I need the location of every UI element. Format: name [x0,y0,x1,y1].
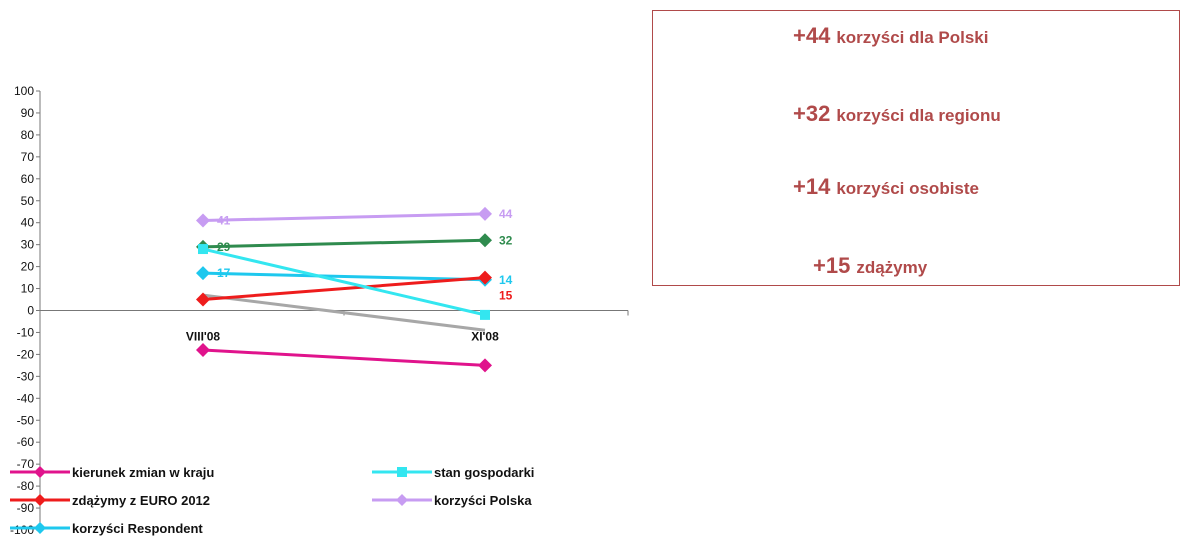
y-tick-label: -70 [17,457,35,471]
y-tick-label: -80 [17,479,35,493]
data-label: 44 [499,207,513,221]
legend-item: korzyści Polska [372,493,532,508]
data-point [196,266,210,281]
series-line [202,247,486,317]
y-tick-label: 90 [21,106,35,120]
legend-marker [396,494,408,506]
y-tick-label: -30 [17,369,35,383]
y-tick-label: 20 [21,260,35,274]
data-point [478,358,492,373]
y-tick-label: 10 [21,282,35,296]
y-axis: 1009080706050403020100-10-20-30-40-50-60… [10,84,41,537]
y-tick-label: 100 [14,84,34,98]
legend-label: korzyści Respondent [72,521,203,536]
line-chart: 1009080706050403020100-10-20-30-40-50-60… [10,84,629,537]
summary-item-region: +32 korzyści dla regionu [793,101,1001,127]
data-label: 29 [217,240,231,254]
series-line [202,271,486,282]
series-line [202,348,486,367]
data-point [196,292,210,307]
summary-value: +32 [793,101,831,126]
summary-text: korzyści dla Polski [836,28,989,47]
y-tick-label: -10 [17,325,35,339]
series-line [202,238,486,249]
legend-label: korzyści Polska [434,493,532,508]
x-category-label: VIII'08 [186,330,221,344]
summary-item-poland: +44 korzyści dla Polski [793,23,988,49]
data-point [198,244,208,255]
series-layer: 29 32 41 44 17 14 15 [196,206,513,373]
y-tick-label: 80 [21,128,35,142]
series-line [202,276,486,302]
data-point [478,233,492,248]
legend-marker [34,522,46,534]
data-point [196,213,210,228]
data-point [478,206,492,221]
data-point [478,270,492,285]
y-tick-label: -50 [17,413,35,427]
legend-marker [34,494,46,506]
legend-label: zdążymy z EURO 2012 [72,493,210,508]
series-line [202,293,486,332]
legend-label: stan gospodarki [434,465,534,480]
legend: kierunek zmian w kraju stan gospodarki zdą… [10,465,534,536]
x-category-label: XI'08 [471,330,499,344]
series-line [202,212,486,223]
data-label: 41 [217,214,231,228]
y-tick-label: 40 [21,216,35,230]
summary-text: korzyści osobiste [836,179,979,198]
y-tick-label: -90 [17,501,35,515]
x-axis: VIII'08 XI'08 [39,310,629,344]
summary-text: korzyści dla regionu [836,106,1001,125]
summary-box: +44 korzyści dla Polski +32 korzyści dla r… [652,10,1180,286]
y-tick-label: 60 [21,172,35,186]
legend-marker [397,467,407,477]
y-tick-label: 50 [21,194,35,208]
summary-item-on-time: +15 zdążymy [813,253,927,279]
legend-marker [34,466,46,478]
legend-item: stan gospodarki [372,465,534,480]
summary-value: +15 [813,253,851,278]
data-point [196,343,210,358]
legend-label: kierunek zmian w kraju [72,465,214,480]
data-label: 32 [499,233,513,247]
data-label: 14 [499,273,513,287]
y-tick-label: 0 [27,304,34,318]
summary-value: +44 [793,23,831,48]
data-label: 17 [217,266,231,280]
data-label: 15 [499,289,513,303]
summary-value: +14 [793,174,831,199]
y-tick-label: 30 [21,238,35,252]
y-tick-label: -20 [17,347,35,361]
summary-text: zdążymy [856,258,928,277]
summary-item-personal: +14 korzyści osobiste [793,174,979,200]
y-tick-label: -60 [17,435,35,449]
legend-item: kierunek zmian w kraju [10,465,214,480]
y-tick-label: -40 [17,391,35,405]
legend-item: zdążymy z EURO 2012 [10,493,210,508]
y-tick-label: 70 [21,150,35,164]
y-tick-label: -100 [10,523,34,537]
data-point [480,309,490,320]
legend-item: korzyści Respondent [10,521,203,536]
